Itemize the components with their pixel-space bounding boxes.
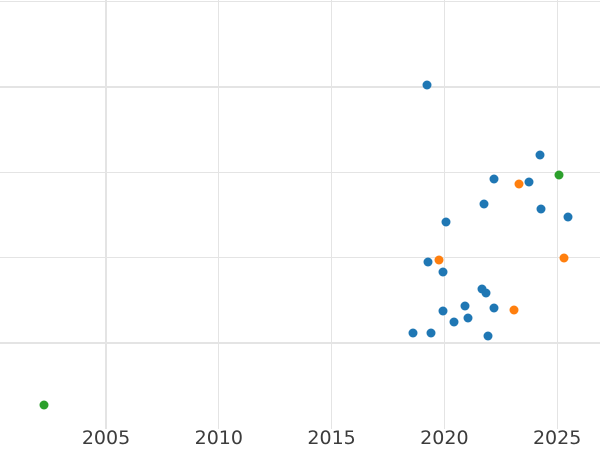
gridline-horizontal	[0, 86, 600, 88]
gridline-vertical	[556, 0, 558, 425]
x-tick-label: 2020	[420, 427, 469, 449]
data-point-series-blue	[481, 288, 491, 298]
data-point-series-green	[39, 400, 49, 410]
data-point-series-blue	[483, 331, 493, 341]
x-tick-label: 2010	[194, 427, 243, 449]
data-point-series-blue	[460, 301, 470, 311]
data-point-series-blue	[489, 303, 499, 313]
gridline-horizontal	[0, 171, 600, 174]
data-point-series-blue	[441, 217, 451, 227]
data-point-series-blue	[524, 177, 534, 187]
x-tick-label: 2015	[307, 427, 356, 449]
data-point-series-blue	[463, 313, 473, 323]
data-point-series-orange	[559, 253, 569, 263]
gridline-vertical	[443, 0, 446, 425]
gridline-horizontal	[0, 1, 600, 3]
x-tick-mark	[330, 425, 333, 429]
gridline-vertical	[330, 0, 333, 425]
data-point-series-blue	[563, 212, 573, 222]
x-tick-mark	[218, 425, 220, 429]
data-point-series-blue	[449, 317, 459, 327]
data-point-series-orange	[514, 179, 524, 189]
gridline-vertical	[218, 0, 220, 425]
data-point-series-blue	[438, 267, 448, 277]
data-point-series-blue	[536, 204, 546, 214]
gridline-vertical	[105, 0, 107, 425]
data-point-series-blue	[479, 199, 489, 209]
x-tick-mark	[443, 425, 446, 429]
data-point-series-blue	[426, 328, 436, 338]
x-tick-mark	[556, 425, 558, 429]
x-tick-label: 2005	[81, 427, 131, 449]
x-tick-mark	[105, 425, 107, 429]
gridline-horizontal	[0, 257, 600, 259]
data-point-series-blue	[535, 150, 545, 160]
data-point-series-orange	[434, 255, 444, 265]
x-tick-label: 2025	[532, 427, 582, 449]
data-point-series-green	[554, 170, 564, 180]
data-point-series-blue	[489, 174, 499, 184]
data-point-series-blue	[438, 306, 448, 316]
gridline-horizontal	[0, 342, 600, 344]
plot-area	[0, 0, 600, 425]
data-point-series-blue	[422, 80, 432, 90]
data-point-series-orange	[509, 305, 519, 315]
data-point-series-blue	[423, 257, 433, 267]
data-point-series-blue	[408, 328, 418, 338]
x-axis: 2005 2010 2015 2020 2025	[0, 425, 600, 450]
